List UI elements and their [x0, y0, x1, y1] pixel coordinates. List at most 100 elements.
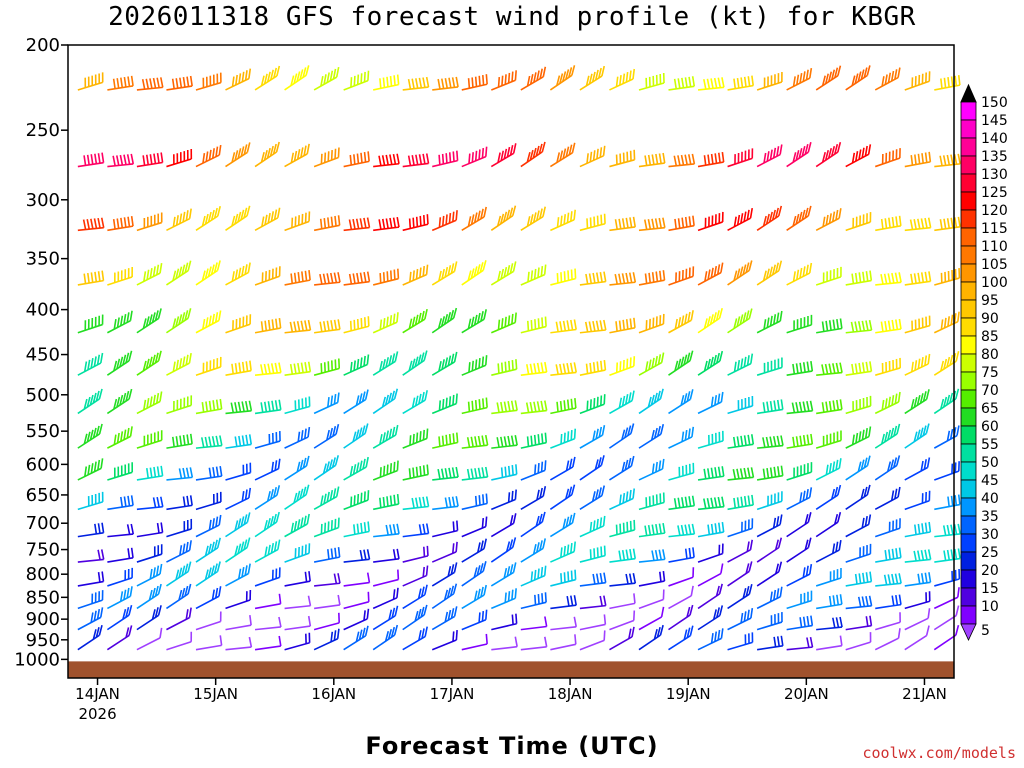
- wind-barb: [904, 608, 931, 631]
- wind-barb: [756, 537, 783, 563]
- colorbar-label: 105: [981, 257, 1008, 273]
- wind-barb: [343, 151, 370, 168]
- wind-barb: [756, 561, 783, 587]
- colorbar-label: 90: [981, 311, 999, 327]
- y-tick-label: 800: [26, 564, 60, 585]
- wind-barb: [77, 270, 105, 286]
- wind-barb: [136, 496, 164, 511]
- wind-barb: [461, 516, 488, 538]
- wind-barb: [579, 545, 606, 563]
- colorbar-label: 100: [981, 275, 1008, 291]
- wind-barb: [520, 361, 548, 376]
- wind-barb: [786, 400, 814, 415]
- wind-barb: [638, 492, 665, 511]
- wind-barb: [402, 390, 428, 415]
- wind-barb: [786, 262, 813, 286]
- wind-barb: [343, 608, 370, 631]
- wind-barb: [727, 632, 754, 651]
- wind-barb: [77, 314, 104, 334]
- wind-barb: [579, 359, 607, 376]
- wind-barb: [815, 539, 842, 563]
- colorbar-label: 120: [981, 203, 1008, 219]
- wind-barb: [490, 513, 517, 538]
- wind-barb: [284, 426, 311, 449]
- wind-barb: [313, 547, 341, 563]
- wind-barb: [432, 432, 459, 449]
- wind-barb: [609, 488, 636, 511]
- wind-barb: [402, 604, 428, 631]
- wind-barb: [727, 75, 755, 91]
- wind-barb: [638, 72, 665, 91]
- colorbar-swatch: [960, 479, 977, 499]
- wind-barb: [638, 423, 665, 449]
- colorbar-bottom-arrow: [960, 623, 977, 641]
- wind-barb: [608, 423, 635, 449]
- wind-barb: [638, 313, 665, 334]
- wind-barb: [697, 77, 725, 91]
- wind-barb: [166, 495, 193, 511]
- wind-barb: [933, 605, 960, 631]
- wind-barb: [77, 458, 104, 481]
- colorbar-swatch: [960, 587, 977, 607]
- wind-barb: [638, 388, 664, 415]
- wind-barb: [816, 635, 843, 651]
- wind-barb: [432, 466, 459, 481]
- wind-barb: [875, 272, 902, 286]
- wind-barb: [166, 208, 192, 232]
- wind-barb: [697, 543, 724, 563]
- wind-barb: [254, 485, 281, 511]
- wind-barb: [136, 465, 164, 481]
- wind-barb: [875, 547, 902, 563]
- colorbar-label: 150: [981, 95, 1008, 111]
- wind-barb: [254, 539, 281, 563]
- wind-barb: [786, 563, 813, 587]
- wind-barb: [934, 568, 961, 587]
- wind-barb: [490, 205, 517, 231]
- wind-barb: [933, 425, 960, 449]
- wind-barb: [166, 583, 192, 610]
- wind-barb: [904, 423, 930, 449]
- wind-barb: [491, 613, 518, 631]
- wind-barb: [579, 595, 607, 610]
- wind-barb: [756, 465, 784, 481]
- wind-barb: [550, 541, 576, 563]
- wind-barb: [490, 261, 517, 286]
- wind-barb: [195, 537, 221, 563]
- wind-barb: [284, 632, 311, 651]
- wind-barb: [166, 352, 192, 376]
- wind-barb: [668, 266, 695, 286]
- wind-barb: [668, 389, 694, 415]
- wind-barb: [166, 561, 192, 587]
- wind-barb: [106, 604, 133, 631]
- x-tick-label: 21JAN: [902, 685, 947, 703]
- wind-barb: [579, 485, 606, 511]
- colorbar-label: 125: [981, 185, 1008, 201]
- colorbar-label: 110: [981, 239, 1008, 255]
- wind-barb: [786, 205, 812, 232]
- wind-barb: [579, 394, 606, 415]
- wind-barb: [431, 629, 458, 651]
- wind-barb: [520, 66, 547, 91]
- wind-barb: [816, 594, 843, 610]
- colorbar-swatch: [960, 335, 977, 355]
- y-tick-label: 450: [26, 345, 60, 366]
- wind-barb: [550, 616, 578, 631]
- wind-barb: [77, 423, 103, 449]
- wind-barb: [550, 634, 577, 651]
- wind-barb: [933, 624, 960, 651]
- wind-barb: [136, 605, 162, 631]
- colorbar-label: 140: [981, 131, 1008, 147]
- wind-barb: [550, 362, 578, 376]
- wind-barb: [254, 207, 281, 232]
- wind-barb: [136, 152, 164, 168]
- wind-barb: [934, 216, 961, 232]
- wind-barb: [579, 425, 606, 449]
- y-tick-label: 1000: [14, 649, 60, 670]
- wind-barb: [284, 513, 310, 538]
- colorbar-swatch: [960, 155, 977, 175]
- wind-barb: [343, 389, 369, 415]
- wind-barb: [874, 455, 901, 481]
- wind-barb: [697, 151, 725, 168]
- wind-barb: [166, 518, 193, 538]
- wind-barb: [727, 208, 754, 232]
